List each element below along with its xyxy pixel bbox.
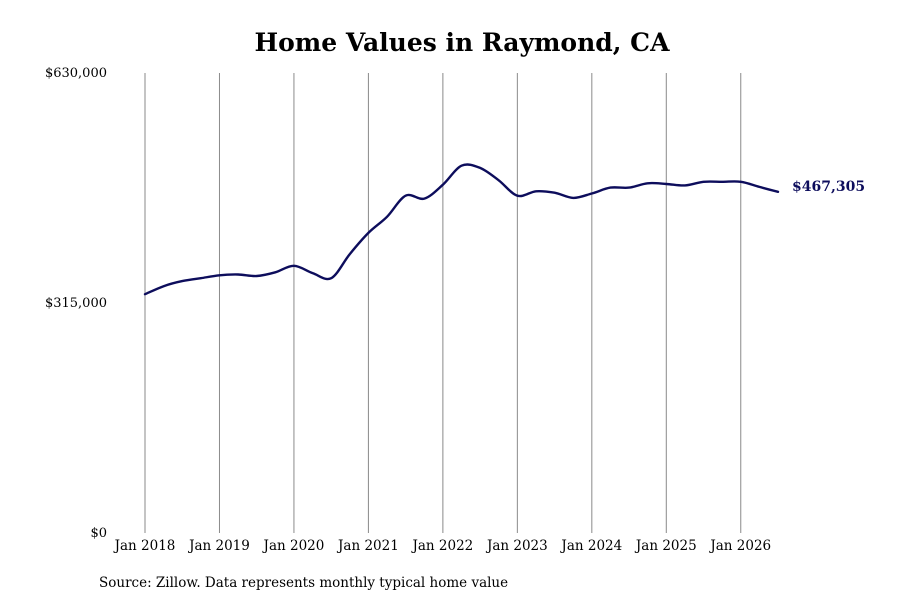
x-tick-label: Jan 2020: [262, 538, 325, 554]
chart-title: Home Values in Raymond, CA: [255, 28, 671, 57]
y-tick-label: $0: [90, 526, 107, 541]
home-value-line: [143, 163, 780, 296]
y-axis: $630,000 $315,000 $0: [45, 66, 107, 541]
x-axis: Jan 2018 Jan 2019 Jan 2020 Jan 2021 Jan 2022…: [113, 538, 772, 554]
x-tick-label: Jan 2021: [336, 538, 399, 554]
y-tick-label: $630,000: [45, 66, 107, 81]
end-value-label: $467,305: [792, 179, 865, 195]
x-tick-label: Jan 2018: [113, 538, 176, 554]
x-tick-label: Jan 2023: [485, 538, 548, 554]
x-tick-label: Jan 2026: [708, 538, 771, 554]
x-tick-label: Jan 2019: [187, 538, 250, 554]
y-tick-label: $315,000: [45, 296, 107, 311]
x-tick-label: Jan 2022: [410, 538, 473, 554]
x-tick-label: Jan 2024: [559, 538, 622, 554]
series-group: [143, 163, 780, 296]
vertical-grid: [144, 73, 742, 533]
source-note: Source: Zillow. Data represents monthly …: [99, 575, 508, 591]
x-tick-label: Jan 2025: [634, 538, 697, 554]
